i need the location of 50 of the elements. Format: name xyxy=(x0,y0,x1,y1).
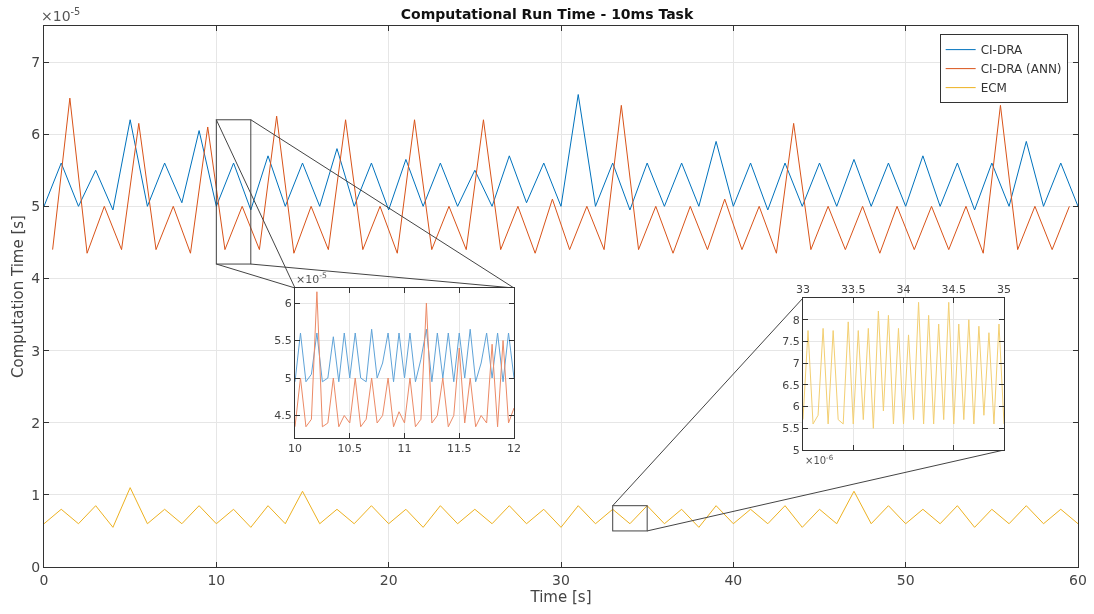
x-tick-label: 33.5 xyxy=(841,282,866,296)
x-tick-label: 34.5 xyxy=(941,282,966,296)
y-tick-label: 7 xyxy=(31,53,41,70)
annotation: ×10$^{-6}$ xyxy=(805,454,834,467)
y-tick-label: 5.5 xyxy=(782,422,800,436)
y-tick-label: 7.5 xyxy=(782,335,800,349)
y-tick-label: 6 xyxy=(31,126,41,143)
y-tick-label: 4 xyxy=(31,270,41,287)
y-tick-label: 6.5 xyxy=(782,378,800,392)
x-tick-label: 20 xyxy=(379,571,398,588)
line-series xyxy=(52,97,1070,254)
y-tick-label: 1 xyxy=(31,486,41,503)
y-tick-label: 2 xyxy=(31,414,41,431)
y-tick-label: 7 xyxy=(792,356,800,370)
y-tick-label: 0 xyxy=(31,558,41,575)
x-tick-label: 33 xyxy=(796,282,810,296)
x-tick-label: 10.5 xyxy=(337,442,362,456)
chart-title: Computational Run Time - 10ms Task xyxy=(400,6,694,23)
y-tick-label: 8 xyxy=(792,313,800,327)
x-tick-label: 10 xyxy=(288,442,302,456)
y-tick-label: 6 xyxy=(284,296,292,310)
y-tick-label: 5 xyxy=(792,443,800,457)
y-tick-label: 5.5 xyxy=(274,334,292,348)
x-axis-title: Time [s] xyxy=(529,587,592,606)
annotation: ×10$^{-5}$ xyxy=(296,271,327,286)
x-tick-label: 12 xyxy=(507,442,521,456)
y-tick-label: 5 xyxy=(284,371,292,385)
y-tick-label: 6 xyxy=(792,400,800,414)
legend-label: ECM xyxy=(980,81,1007,96)
legend-label: CI-DRA xyxy=(980,43,1023,58)
text: ×10$^{-5}$ xyxy=(41,6,81,24)
line-series xyxy=(295,328,514,383)
y-tick-label: 4.5 xyxy=(274,409,292,423)
x-tick-label: 11 xyxy=(397,442,412,456)
y-tick-label: 3 xyxy=(31,342,41,359)
y-axis-title: Computation Time [s] xyxy=(8,215,27,378)
x-tick-label: 11.5 xyxy=(447,442,472,456)
y-tick-label: 5 xyxy=(31,198,41,215)
x-tick-label: 35 xyxy=(997,282,1011,296)
x-tick-label: 40 xyxy=(724,571,743,588)
line-series xyxy=(295,291,514,428)
x-tick-label: 30 xyxy=(552,571,570,588)
line-series xyxy=(44,487,1078,528)
x-tick-label: 50 xyxy=(896,571,915,588)
legend-label: CI-DRA (ANN) xyxy=(980,62,1062,77)
x-tick-label: 60 xyxy=(1069,571,1087,588)
line-series xyxy=(44,94,1078,211)
x-tick-label: 34 xyxy=(896,282,911,296)
x-tick-label: 10 xyxy=(207,571,226,588)
line-series xyxy=(803,301,1004,429)
